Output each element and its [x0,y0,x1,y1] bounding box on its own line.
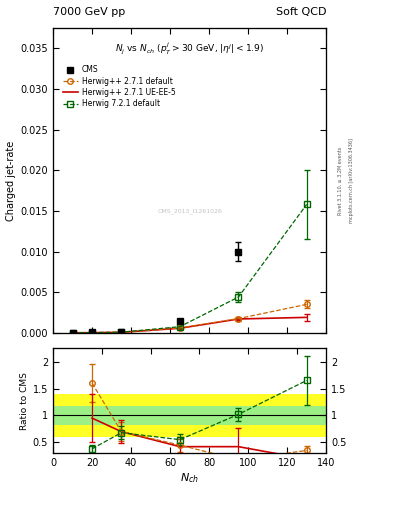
Y-axis label: Charged jet-rate: Charged jet-rate [6,140,16,221]
Legend: CMS, Herwig++ 2.7.1 default, Herwig++ 2.7.1 UE-EE-5, Herwig 7.2.1 default: CMS, Herwig++ 2.7.1 default, Herwig++ 2.… [60,62,178,112]
Y-axis label: Ratio to CMS: Ratio to CMS [20,372,29,430]
Text: Rivet 3.1.10, ≥ 3.2M events: Rivet 3.1.10, ≥ 3.2M events [338,146,342,215]
Text: CMS_2013_I1261026: CMS_2013_I1261026 [157,208,222,214]
Text: 7000 GeV pp: 7000 GeV pp [53,7,125,17]
Text: mcplots.cern.ch [arXiv:1306.3436]: mcplots.cern.ch [arXiv:1306.3436] [349,138,354,223]
Text: $N_j$ vs $N_{ch}$ ($p_T^j$$>$30 GeV, $|\eta^j|$$<$1.9): $N_j$ vs $N_{ch}$ ($p_T^j$$>$30 GeV, $|\… [115,40,264,56]
Bar [53,394,326,437]
Bar [53,406,326,425]
X-axis label: $N_{ch}$: $N_{ch}$ [180,471,199,484]
Text: Soft QCD: Soft QCD [276,7,326,17]
